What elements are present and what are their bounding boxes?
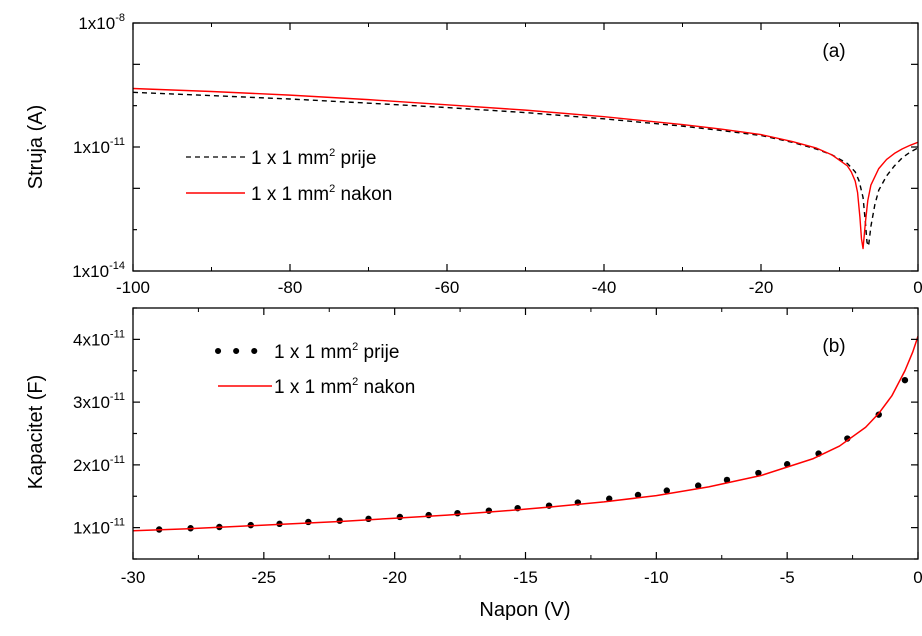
- legend-a-nakon-label: 1 x 1 mm2 nakon: [251, 183, 392, 205]
- b-data-point: [425, 511, 432, 519]
- legend-b-prije-label: 1 x 1 mm2 prije: [274, 341, 399, 363]
- a-series-line-0: [133, 91, 918, 247]
- b-data-point: [755, 469, 762, 477]
- b-y-tick-label: 1x10-11: [73, 517, 125, 538]
- b-series-line-1: [133, 336, 918, 532]
- b-y-tick-label: 4x10-11: [73, 328, 125, 349]
- a-x-tick-label: -100: [116, 278, 150, 297]
- b-data-point: [634, 491, 642, 499]
- b-x-tick-label: -25: [252, 568, 277, 587]
- a-x-tick-label: -20: [749, 278, 774, 297]
- panel-a-legend: 1 x 1 mm2 prije 1 x 1 mm2 nakon: [186, 147, 392, 205]
- b-data-point: [875, 411, 882, 418]
- a-x-tick-label: 0: [913, 278, 922, 297]
- legend-b-nakon-label: 1 x 1 mm2 nakon: [274, 376, 415, 398]
- panel-b-frame: [132, 307, 919, 560]
- panel-a-ylabel: Struja (A): [25, 105, 47, 189]
- a-y-tick-label: 1x10-8: [78, 12, 125, 33]
- a-series-line-1: [133, 87, 918, 250]
- panel-b-xlabel: Napon (V): [479, 599, 570, 621]
- panel-a-label: (a): [822, 41, 845, 62]
- b-x-tick-label: -20: [382, 568, 407, 587]
- a-y-tick-label: 1x10-14: [72, 260, 125, 281]
- b-y-tick-label: 3x10-11: [73, 391, 125, 412]
- a-y-tick-label: 1x10-11: [73, 136, 125, 157]
- b-x-tick-label: -30: [121, 568, 146, 587]
- panel-b: -30 -25 -20 -15 -10 -5 0 1x10-11 2x10-11 3x10-11 4…: [25, 307, 922, 621]
- legend-a-prije-label: 1 x 1 mm2 prije: [251, 147, 376, 169]
- b-data-point: [396, 513, 404, 521]
- b-data-point: [454, 509, 461, 517]
- a-x-tick-label: -80: [278, 278, 303, 297]
- b-x-tick-label: -10: [644, 568, 669, 587]
- b-data-point: [695, 482, 702, 489]
- b-data-point: [365, 515, 372, 523]
- panel-b-ylabel: Kapacitet (F): [25, 375, 47, 489]
- panel-a: -100 -80 -60 -40 -20 0 1x10-8 1x10-11 1x10-14 (a…: [25, 12, 922, 297]
- panel-b-legend: 1 x 1 mm2 prije 1 x 1 mm2 nakon: [215, 341, 415, 398]
- b-y-tick-label: 2x10-11: [73, 454, 125, 475]
- a-x-tick-label: -40: [592, 278, 617, 297]
- b-data-point: [723, 476, 731, 484]
- panel-a-frame: [132, 22, 919, 272]
- b-data-point: [305, 518, 312, 526]
- b-data-point: [336, 517, 343, 524]
- a-x-tick-label: -60: [435, 278, 460, 297]
- b-x-tick-label: 0: [913, 568, 922, 587]
- b-x-tick-label: -5: [780, 568, 795, 587]
- panel-b-label: (b): [822, 336, 845, 357]
- b-data-point: [663, 487, 670, 494]
- b-data-point: [901, 376, 909, 384]
- b-x-tick-label: -15: [513, 568, 538, 587]
